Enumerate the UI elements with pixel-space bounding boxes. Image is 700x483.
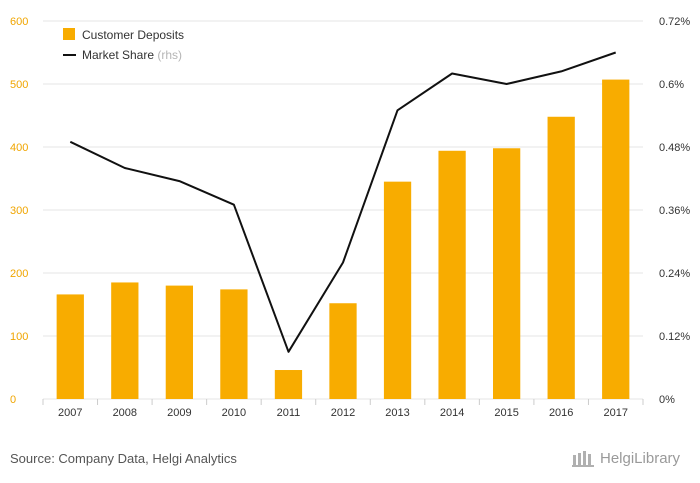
y-right-tick-label: 0.72% [659,16,690,28]
y-left-tick-label: 200 [10,268,28,280]
y-right-tick-label: 0.48% [659,142,690,154]
y-axis-left: 0 100 200 300 400 500 600 [10,16,28,406]
bar [165,285,193,399]
x-tick-label: 2009 [167,407,191,419]
x-tick-label: 2007 [58,407,82,419]
x-tick-label: 2014 [440,407,464,419]
bar [493,148,521,399]
legend-rhs-suffix: (rhs) [157,48,182,62]
bar [56,294,84,399]
x-tick-label: 2011 [277,407,301,419]
brand-logo: HelgiLibrary [572,449,680,467]
y-axis-right: 0% 0.12% 0.24% 0.36% 0.48% 0.6% 0.72% [659,16,690,406]
y-right-tick-label: 0% [659,394,675,406]
bar [111,282,139,399]
legend-label-customer-deposits: Customer Deposits [82,28,184,42]
x-tick-label: 2013 [385,407,409,419]
y-left-tick-label: 0 [10,394,16,406]
source-note: Source: Company Data, Helgi Analytics [10,451,237,466]
legend-label-market-share: Market Share (rhs) [82,48,182,62]
bar [438,150,466,399]
bar [383,181,412,399]
bar-series-customer-deposits [56,79,630,399]
x-tick-label: 2010 [222,407,246,419]
gridlines [43,20,643,400]
x-tick-label: 2012 [331,407,355,419]
x-tick-label: 2008 [113,407,137,419]
y-right-tick-label: 0.24% [659,268,690,280]
y-right-tick-label: 0.6% [659,79,684,91]
x-tick-label: 2016 [549,407,573,419]
y-right-tick-label: 0.12% [659,331,690,343]
y-left-tick-label: 500 [10,79,28,91]
bar [547,116,575,399]
x-tick-label: 2015 [494,407,518,419]
y-left-tick-label: 100 [10,331,28,343]
bar [274,370,303,399]
y-left-tick-label: 300 [10,205,28,217]
legend: Customer Deposits Market Share (rhs) [63,28,184,62]
brand-name: HelgiLibrary [600,449,681,467]
y-right-tick-label: 0.36% [659,205,690,217]
market-share-line [69,51,617,353]
bar [329,303,357,399]
line-series-market-share [69,51,617,353]
y-left-tick-label: 600 [10,16,28,28]
bar [220,289,248,399]
library-building-icon [572,451,594,467]
x-tick-label: 2017 [603,407,627,419]
x-axis: 2007 2008 2009 2010 2011 2012 2013 2014 2015 2016… [42,399,644,419]
bar [602,79,630,399]
y-left-tick-label: 400 [10,142,28,154]
legend-swatch-customer-deposits [63,28,75,40]
